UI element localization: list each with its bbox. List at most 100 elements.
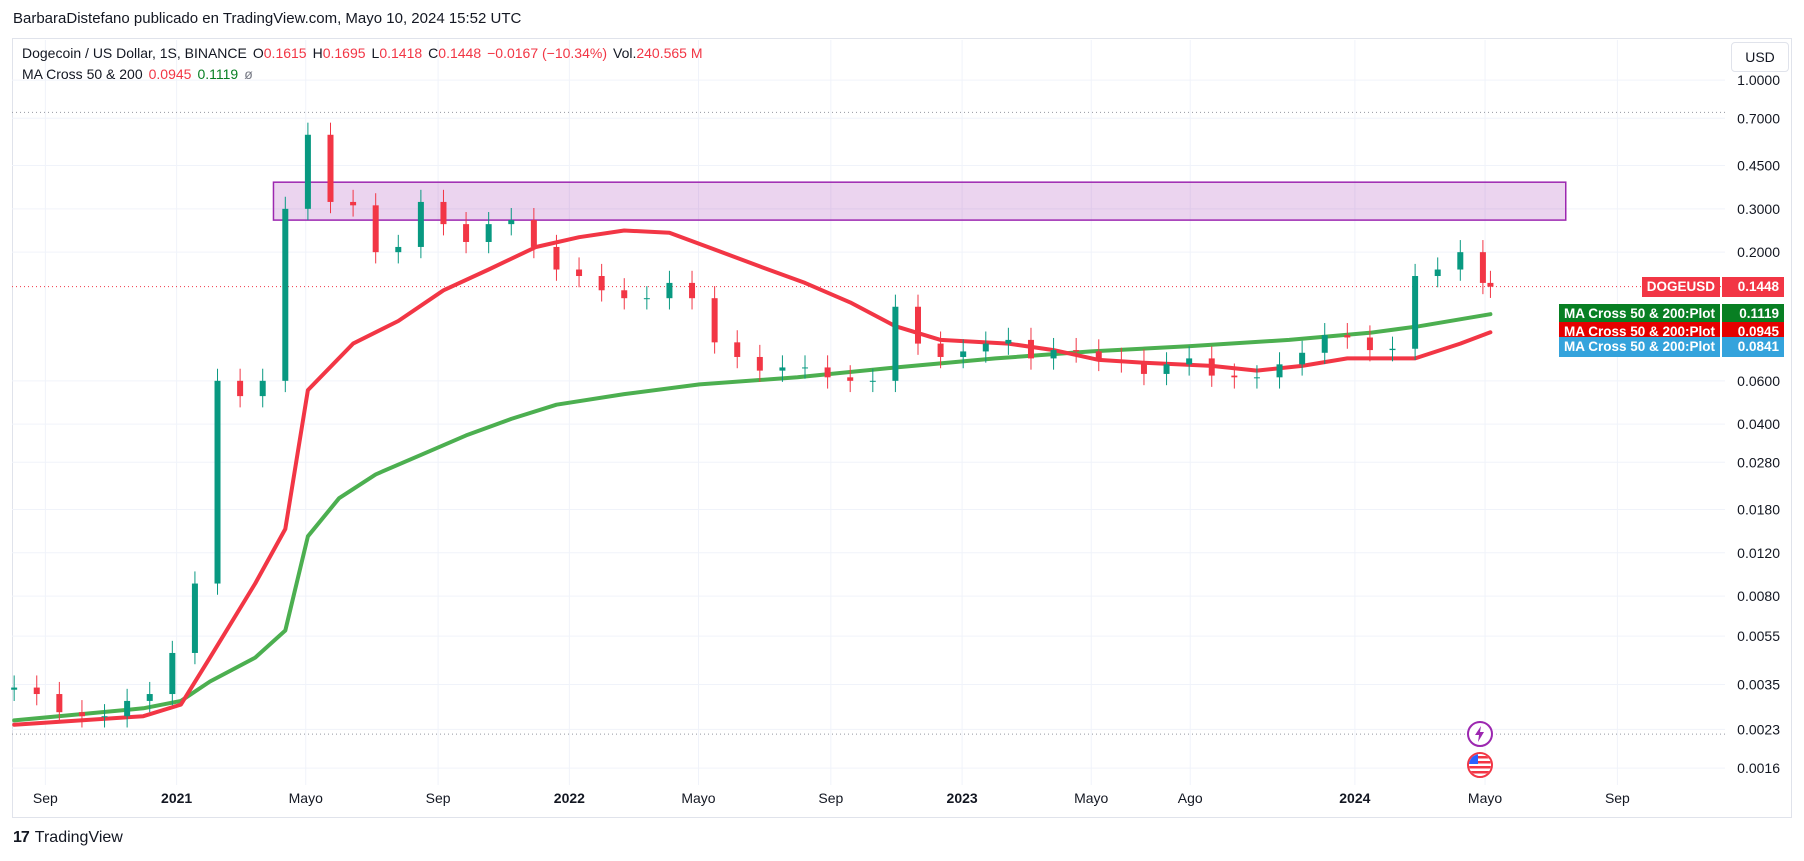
x-tick-label: Sep	[1605, 790, 1630, 806]
candle-body	[734, 342, 741, 357]
change-value: −0.0167 (−10.34%)	[487, 45, 607, 61]
candle-body	[508, 220, 515, 225]
candle-body	[1412, 276, 1419, 349]
candle-body	[1276, 364, 1283, 378]
x-tick-label: Ago	[1178, 790, 1203, 806]
candle-body	[553, 246, 560, 270]
candle-body	[146, 694, 153, 701]
candle-body	[1050, 350, 1057, 359]
candle-body	[1005, 339, 1012, 344]
x-tick-label: 2024	[1339, 790, 1370, 806]
candle-body	[914, 306, 921, 344]
candle-body	[417, 201, 424, 247]
candle-body	[960, 351, 967, 357]
candle-body	[169, 652, 176, 695]
y-tick-label: 0.7000	[1737, 110, 1780, 126]
candle-body	[1095, 351, 1102, 360]
candle-body	[1118, 359, 1125, 362]
candle-body	[372, 205, 379, 253]
indicator-value-1: 0.0945	[148, 66, 192, 82]
indicator-value-2: 0.1119	[197, 66, 239, 82]
price-tag-label: DOGEUSD	[1641, 276, 1720, 297]
candle-body	[756, 356, 763, 371]
candle-body	[1073, 350, 1080, 352]
candle-body	[440, 201, 447, 225]
y-tick-label: 0.0180	[1737, 501, 1780, 517]
high-label: H	[312, 45, 323, 61]
brand-name: TradingView	[34, 829, 123, 846]
candle-body	[78, 712, 85, 717]
x-tick-label: 2023	[947, 790, 978, 806]
low-label: L	[371, 45, 380, 61]
y-tick-label: 1.0000	[1737, 72, 1780, 88]
candle-body	[56, 694, 63, 713]
candle-body	[1299, 352, 1306, 365]
candle-body	[485, 224, 492, 242]
open-label: O	[252, 45, 264, 61]
ma-line-green	[12, 312, 1493, 723]
x-tick-label: Mayo	[681, 790, 715, 806]
volume-value: 240.565 M	[636, 45, 703, 61]
candle-body	[711, 298, 718, 343]
candle-body	[1457, 252, 1464, 270]
lightning-icon[interactable]	[1467, 721, 1493, 747]
candle-body	[689, 282, 696, 299]
y-tick-label: 0.4500	[1737, 158, 1780, 174]
price-tag-label: MA Cross 50 & 200:Plot	[1558, 304, 1720, 325]
candle-body	[1163, 364, 1170, 374]
candle-body	[327, 134, 334, 202]
y-tick-label: 0.0055	[1737, 628, 1780, 644]
resistance-zone	[272, 181, 1567, 221]
x-tick-label: Sep	[818, 790, 843, 806]
candle-body	[1208, 358, 1215, 376]
y-tick-label: 0.0035	[1737, 676, 1780, 692]
currency-button[interactable]: USD	[1731, 42, 1789, 72]
x-tick-label: 2022	[554, 790, 585, 806]
candle-body	[1186, 358, 1193, 365]
candle-body	[530, 220, 537, 247]
candle-body	[643, 298, 650, 300]
candle-body	[1366, 337, 1373, 351]
candle-body	[937, 343, 944, 357]
high-value: 0.1695	[322, 45, 366, 61]
symbol-label[interactable]: Dogecoin / US Dollar, 1S, BINANCE	[22, 45, 247, 61]
candle-body	[101, 716, 108, 718]
y-tick-label: 0.0280	[1737, 454, 1780, 470]
x-tick-label: 2021	[161, 790, 192, 806]
indicator-name[interactable]: MA Cross 50 & 200	[22, 66, 143, 82]
candle-body	[982, 343, 989, 352]
candle-body	[802, 367, 809, 369]
y-tick-label: 0.0023	[1737, 721, 1780, 737]
close-value: 0.1448	[438, 45, 482, 61]
price-tag-label: MA Cross 50 & 200:Plot	[1558, 336, 1720, 357]
candle-body	[1344, 335, 1351, 338]
footer-brand[interactable]: 17 TradingView	[13, 829, 123, 847]
candle-body	[463, 224, 470, 242]
y-tick-label: 0.2000	[1737, 244, 1780, 260]
candle-body	[1389, 348, 1396, 351]
volume-label: Vol.	[613, 45, 637, 61]
candle-body	[621, 290, 628, 299]
candle-body	[598, 276, 605, 291]
candle-body	[779, 367, 786, 371]
candle-body	[282, 208, 289, 381]
candle-body	[1487, 282, 1494, 287]
candle-body	[304, 134, 311, 209]
candle-body	[892, 306, 899, 381]
candle-body	[869, 380, 876, 382]
us-flag-icon[interactable]	[1467, 752, 1493, 778]
candle-body	[214, 380, 221, 584]
x-tick-label: Mayo	[289, 790, 323, 806]
candle-body	[1253, 377, 1260, 379]
y-tick-label: 0.0400	[1737, 416, 1780, 432]
candle-body	[11, 687, 18, 690]
x-tick-label: Sep	[426, 790, 451, 806]
indicator-value-3: ø	[244, 66, 253, 82]
low-value: 0.1418	[379, 45, 423, 61]
candle-body	[395, 246, 402, 253]
candle-body	[237, 380, 244, 397]
chart-frame[interactable]	[12, 38, 1792, 818]
close-label: C	[428, 45, 439, 61]
x-tick-label: Sep	[33, 790, 58, 806]
